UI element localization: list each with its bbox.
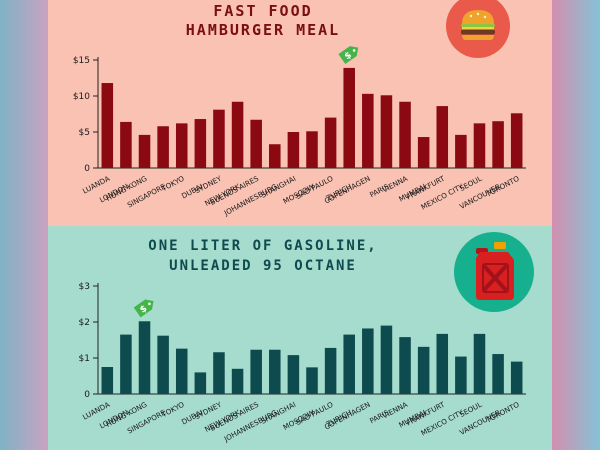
- hamburger-bar: [399, 101, 411, 168]
- hamburger-y-tick-label: $10: [73, 92, 90, 102]
- hamburger-bar: [194, 119, 207, 168]
- hamburger-bar: [510, 113, 523, 168]
- hamburger-bar: [250, 119, 262, 168]
- gasoline-bar: [455, 356, 467, 394]
- gasoline-bar: [492, 354, 504, 394]
- hamburger-bar: [213, 109, 225, 168]
- infographic: FAST FOOD HAMBURGER MEAL 0 $5 $10 $15 LUANDA…: [48, 0, 552, 450]
- gasoline-bar: [324, 347, 337, 394]
- gasoline-bar: [101, 367, 114, 394]
- hamburger-panel: FAST FOOD HAMBURGER MEAL 0 $5 $10 $15 LUANDA…: [48, 0, 552, 226]
- hamburger-bar: [269, 144, 281, 168]
- svg-text:$: $: [343, 50, 354, 62]
- gasoline-bar: [250, 349, 262, 394]
- gasoline-bar: [213, 352, 225, 394]
- gasoline-bar: [417, 346, 430, 394]
- gasoline-y-tick-label: 0: [84, 390, 90, 400]
- gasoline-bar: [399, 337, 411, 394]
- gasoline-chart-title: ONE LITER OF GASOLINE, UNLEADED 95 OCTAN…: [48, 236, 478, 276]
- hamburger-chart-title: FAST FOOD HAMBURGER MEAL: [48, 2, 478, 40]
- hamburger-y-tick-label: 0: [84, 164, 90, 174]
- hamburger-bar: [287, 132, 300, 168]
- gasoline-bar: [138, 321, 151, 394]
- gasoline-bar: [175, 348, 188, 394]
- gasoline-bar: [194, 372, 207, 394]
- hamburger-dollar-price-tag-icon: $: [338, 46, 359, 64]
- gasoline-panel: ONE LITER OF GASOLINE, UNLEADED 95 OCTAN…: [48, 226, 552, 450]
- hamburger-icon: [461, 10, 495, 40]
- hamburger-y-tick-label: $15: [73, 56, 90, 66]
- gasoline-bar: [380, 325, 393, 394]
- hamburger-bar: [455, 134, 467, 168]
- gas-can-badge: [454, 232, 534, 312]
- hamburger-title-line-2: HAMBURGER MEAL: [185, 21, 341, 39]
- hamburger-badge: [446, 0, 510, 58]
- hamburger-bar: [362, 93, 374, 168]
- gasoline-bar: [306, 367, 318, 394]
- hamburger-bar: [343, 67, 355, 168]
- gasoline-bar: [287, 355, 300, 394]
- hamburger-bar: [324, 117, 337, 168]
- svg-text:$: $: [138, 304, 149, 316]
- gasoline-y-tick-label: $1: [79, 354, 90, 364]
- hamburger-category-label: SEOUL: [458, 174, 483, 193]
- gasoline-title-line-2: UNLEADED 95 OCTANE: [169, 258, 357, 274]
- hamburger-bar: [157, 126, 169, 168]
- gasoline-y-tick-label: $2: [79, 318, 90, 328]
- hamburger-bar: [120, 121, 132, 168]
- hamburger-bar: [101, 83, 114, 168]
- gasoline-category-label: SEOUL: [458, 400, 483, 419]
- hamburger-bar: [436, 106, 449, 168]
- gasoline-bar: [120, 334, 132, 394]
- hamburger-bar: [138, 134, 151, 168]
- hamburger-bar: [231, 101, 244, 168]
- hamburger-bar: [417, 137, 430, 168]
- gas-can-icon: [476, 242, 514, 300]
- gasoline-bar: [362, 328, 374, 394]
- hamburger-bar: [473, 123, 486, 168]
- gasoline-bar: [473, 333, 486, 394]
- gasoline-bar: [157, 335, 169, 394]
- hamburger-bar: [492, 121, 504, 168]
- hamburger-bar: [380, 95, 393, 168]
- hamburger-bar: [175, 123, 188, 168]
- gasoline-bar: [231, 368, 244, 394]
- gasoline-bar: [343, 334, 355, 394]
- gasoline-title-line-1: ONE LITER OF GASOLINE,: [148, 238, 378, 254]
- gasoline-bar: [436, 333, 449, 394]
- hamburger-bar: [306, 131, 318, 168]
- hamburger-title-line-1: FAST FOOD: [213, 2, 313, 20]
- gasoline-bar: [269, 349, 281, 394]
- gasoline-bar: [510, 361, 523, 394]
- gasoline-y-tick-label: $3: [79, 282, 90, 292]
- hamburger-y-tick-label: $5: [79, 128, 90, 138]
- gasoline-dollar-price-tag-icon: $: [133, 299, 154, 318]
